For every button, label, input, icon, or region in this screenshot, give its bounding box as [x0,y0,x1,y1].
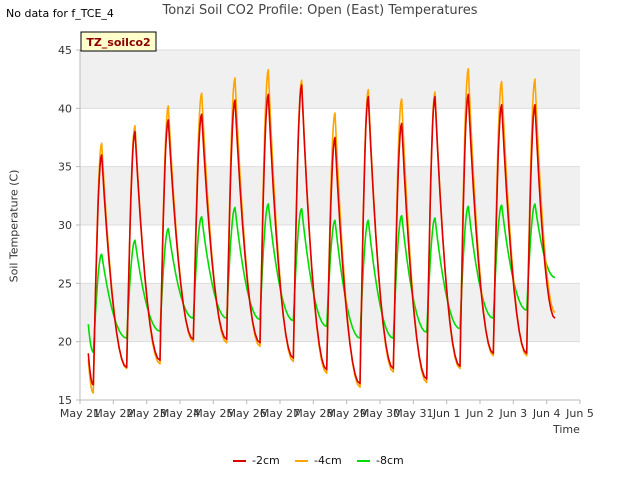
x-tick-label: May 29 [327,407,367,420]
series-line--2cm [87,84,556,386]
x-tick-label: May 23 [127,407,167,420]
legend-label: -4cm [314,454,342,467]
x-tick-label: May 27 [260,407,300,420]
annotation-box: TZ_soilco2 [80,31,157,52]
x-tick-label: May 30 [360,407,400,420]
x-tick-label: May 26 [227,407,267,420]
x-tick-label: May 31 [393,407,433,420]
grid-band [80,50,580,109]
annotation-box-frame [80,31,157,52]
y-tick-label: 35 [58,161,72,174]
y-tick-label: 45 [58,44,72,57]
legend-swatch [295,459,308,462]
y-tick-label: 30 [58,219,72,232]
x-tick-label: May 22 [93,407,133,420]
x-tick-label: Jun 5 [565,407,594,420]
annotation-label: TZ_soilco2 [86,36,150,49]
legend-label: -8cm [376,454,404,467]
legend-item: -8cm [357,454,404,467]
grid-band [80,283,580,342]
legend-swatch [357,459,370,462]
x-tick-label: May 21 [60,407,100,420]
y-tick-label: 20 [58,336,72,349]
legend-item: -4cm [295,454,342,467]
x-tick-label: Jun 4 [532,407,561,420]
legend-label: -2cm [252,454,280,467]
legend-item: -2cm [233,454,280,467]
x-tick-label: Jun 1 [432,407,461,420]
y-tick-label: 15 [58,394,72,407]
x-tick-label: May 24 [160,407,200,420]
x-tick-label: May 25 [193,407,233,420]
y-tick-label: 40 [58,102,72,115]
x-tick-label: Jun 3 [498,407,527,420]
legend-swatch [233,459,246,462]
chart-title: Tonzi Soil CO2 Profile: Open (East) Temp… [162,3,478,18]
x-tick-label: Jun 2 [465,407,494,420]
x-axis-label: Time [553,423,580,436]
x-tick-label: May 28 [293,407,333,420]
no-data-note: No data for f_TCE_4 [6,7,114,20]
y-tick-label: 25 [58,277,72,290]
